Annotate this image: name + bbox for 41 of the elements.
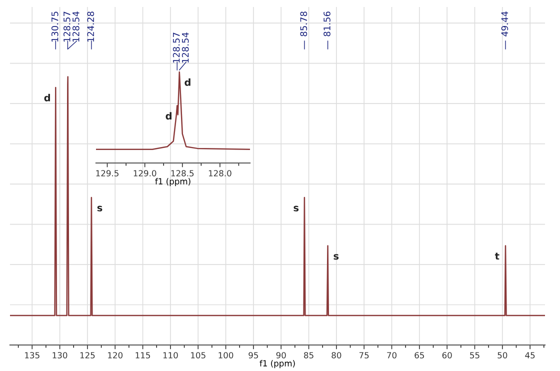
x-tick-label: 60 [442, 352, 452, 358]
x-tick-label: 110 [163, 352, 178, 358]
annotation: d [44, 94, 50, 102]
annotation: s [334, 254, 339, 260]
x-tick-label: 85 [304, 352, 314, 358]
annotation: 49.44 [501, 12, 508, 36]
x-tick-label: 130 [52, 352, 68, 358]
x-tick-label: 128.0 [208, 170, 232, 176]
x-tick-label: 129.0 [134, 170, 156, 176]
annotation: s [97, 206, 102, 212]
x-tick-label: 65 [414, 352, 424, 358]
x-tick-label: 129.5 [96, 170, 118, 176]
annotation: 124.28 [87, 12, 94, 42]
x-tick-label: 75 [359, 352, 369, 358]
x-axis-title: f1 (ppm) [155, 178, 190, 186]
x-tick-label: 100 [218, 352, 234, 358]
x-tick-label: 135 [25, 352, 40, 358]
x-tick-label: 95 [248, 352, 258, 358]
x-tick-label: 45 [525, 352, 535, 358]
x-tick-label: 55 [470, 352, 480, 358]
annotation: d [166, 112, 172, 120]
x-tick-label: 50 [498, 352, 508, 358]
x-tick-label: 90 [276, 352, 286, 358]
x-tick-label: 120 [108, 352, 123, 358]
x-axis-title: f1 (ppm) [260, 360, 295, 368]
x-tick-label: 105 [191, 352, 206, 358]
annotation: 128.57 [63, 12, 70, 42]
x-tick-label: 70 [387, 352, 396, 358]
annotation: 128.54 [182, 32, 189, 63]
x-tick-label: 80 [332, 352, 342, 358]
annotation: t [494, 252, 500, 260]
annotation: 128.54 [72, 12, 80, 42]
x-tick-label: 115 [136, 352, 150, 358]
annotation: 130.75 [51, 12, 58, 42]
annotation: 128.57 [172, 32, 180, 63]
annotation: 81.56 [324, 12, 330, 36]
annotation: s [294, 206, 299, 212]
x-tick-label: 128.5 [171, 170, 194, 176]
annotation: d [184, 78, 190, 86]
annotation: 85.78 [300, 12, 308, 36]
x-tick-label: 125 [80, 352, 95, 358]
